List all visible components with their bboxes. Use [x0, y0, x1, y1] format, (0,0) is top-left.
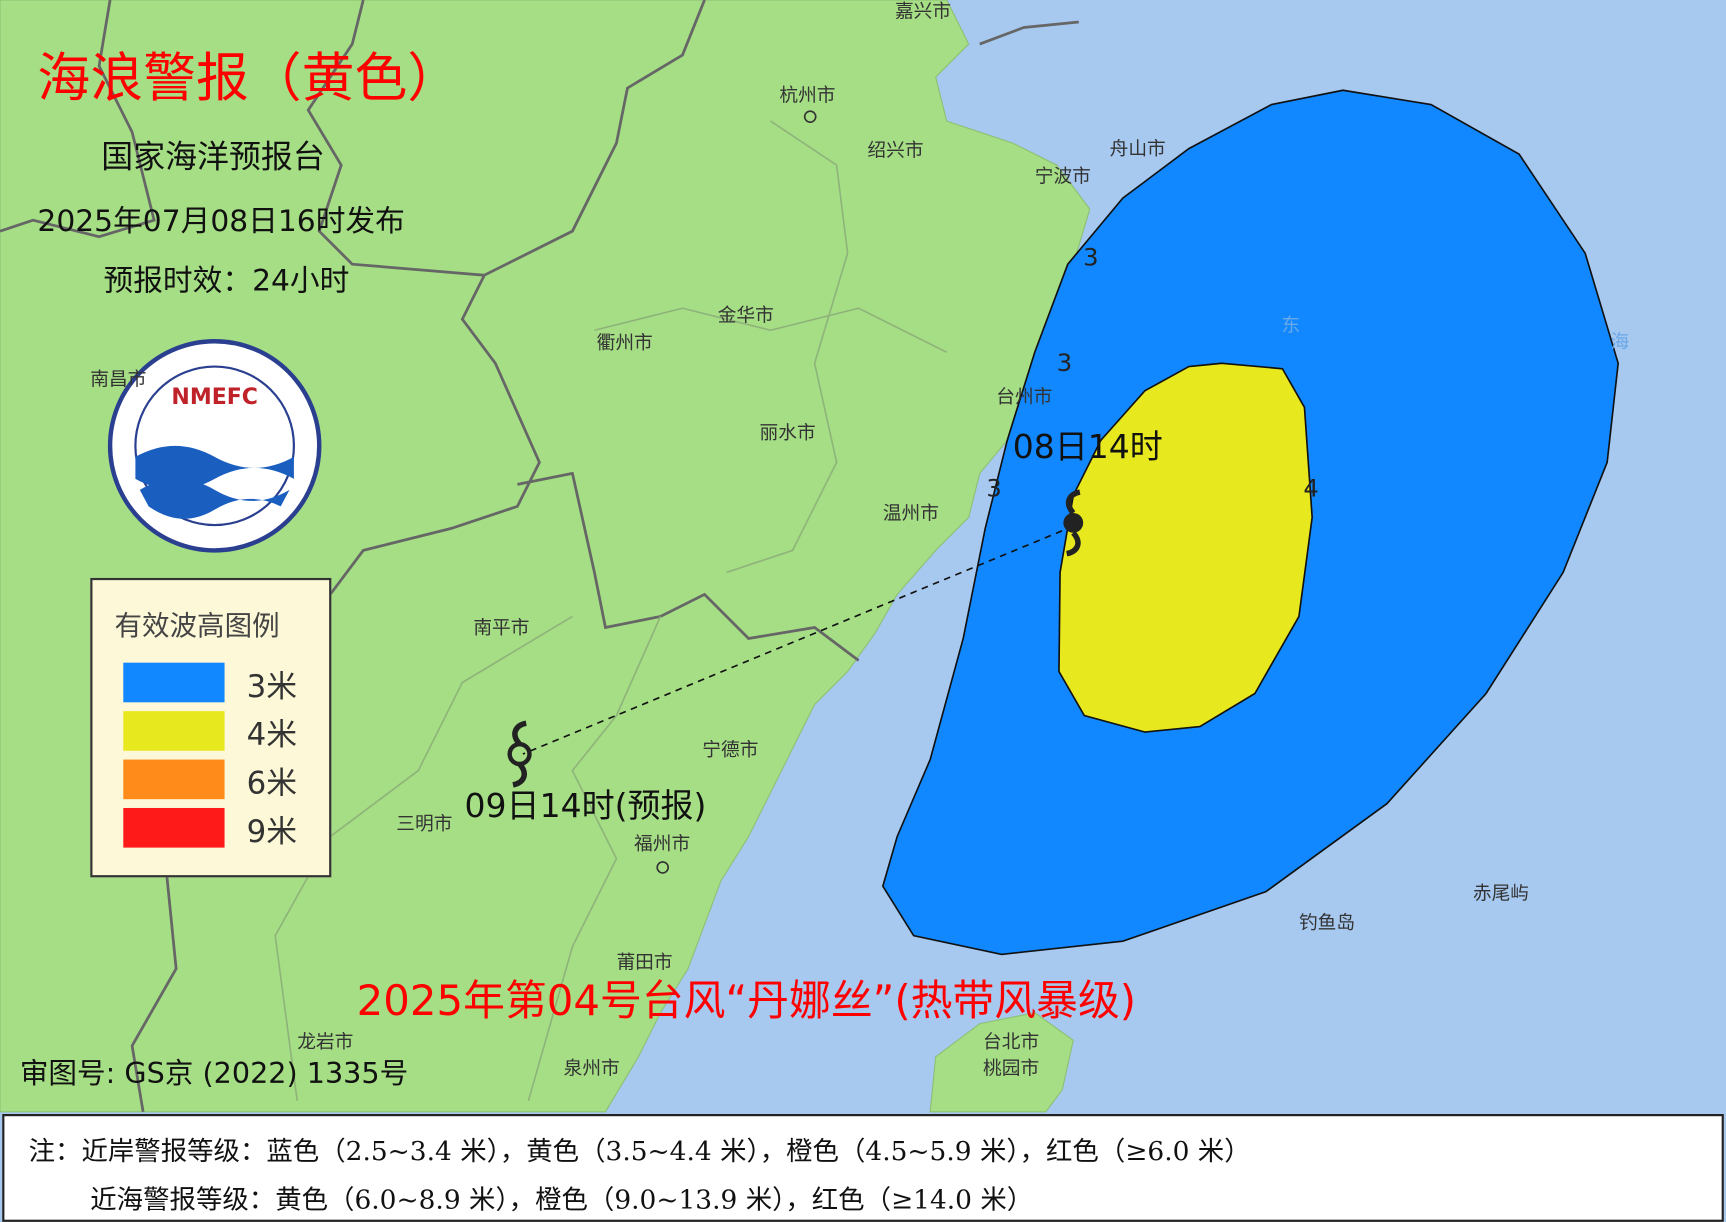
city-label: 宁德市	[702, 739, 759, 762]
typhoon-name: 2025年第04号台风“丹娜丝”(热带风暴级)	[356, 976, 1137, 1025]
city-label: 丽水市	[759, 422, 816, 445]
legend-label: 6米	[246, 765, 298, 802]
contour-label: 3	[1083, 244, 1099, 272]
city-label: 温州市	[882, 503, 939, 526]
city-label: 杭州市	[779, 84, 836, 107]
note-line-nearshore: 注：近岸警报等级：蓝色（2.5~3.4 米），黄色（3.5~4.4 米），橙色（…	[28, 1136, 1251, 1167]
city-label: 南昌市	[90, 368, 147, 391]
sea-label: 海	[1610, 331, 1630, 354]
city-label: 金华市	[717, 304, 774, 327]
contour-label: 4	[1303, 475, 1319, 504]
city-label: 桃园市	[983, 1057, 1040, 1080]
contour-label: 3	[986, 475, 1002, 504]
legend-label: 9米	[246, 813, 298, 850]
contour-label: 3	[1056, 350, 1073, 378]
nmefc-logo: NMEFC	[107, 339, 322, 553]
city-borders	[274, 120, 948, 1102]
agency: 国家海洋预报台	[101, 137, 325, 176]
city-label: 莆田市	[616, 952, 673, 975]
legend-swatch-3m	[123, 662, 225, 703]
island-label: 赤尾屿	[1472, 882, 1530, 905]
city-label: 宁波市	[1034, 166, 1091, 189]
city-label: 台州市	[996, 386, 1053, 409]
city-label: 嘉兴市	[894, 1, 952, 24]
wave-height-legend: 有效波高图例 3米 4米 6米 9米	[90, 577, 332, 878]
note-line-offshore: 近海警报等级：黄色（6.0~8.9 米），橙色（9.0~13.9 米），红色（≥…	[90, 1184, 1034, 1216]
city-label: 绍兴市	[867, 139, 924, 162]
typhoon-forecast-time: 09日14时(预报)	[464, 787, 707, 826]
legend-title: 有效波高图例	[114, 609, 280, 642]
forecast-validity: 预报时效：24小时	[103, 264, 350, 299]
typhoon-track	[522, 525, 1074, 755]
city-label: 龙岩市	[297, 1031, 354, 1054]
city-label: 台北市	[983, 1031, 1040, 1054]
legend-swatch-9m	[123, 807, 225, 848]
map-approval-number: 审图号: GS京 (2022) 1335号	[19, 1057, 409, 1091]
sea-label: 东	[1281, 314, 1301, 337]
issue-time: 2025年07月08日16时发布	[37, 204, 405, 239]
legend-swatch-6m	[123, 759, 225, 800]
warning-level-notes: 注：近岸警报等级：蓝色（2.5~3.4 米），黄色（3.5~4.4 米），橙色（…	[2, 1114, 1724, 1222]
typhoon-icon-current	[1063, 489, 1084, 557]
warning-title: 海浪警报（黄色）	[37, 47, 461, 109]
svg-text:NMEFC: NMEFC	[171, 385, 258, 410]
legend-label: 4米	[246, 716, 298, 753]
city-label: 泉州市	[563, 1057, 620, 1080]
city-label: 舟山市	[1109, 138, 1166, 161]
typhoon-current-time: 08日14时	[1012, 428, 1163, 467]
taiwan	[929, 1012, 1074, 1113]
typhoon-icon-forecast	[507, 720, 532, 788]
city-label: 福州市	[634, 833, 691, 856]
island-label: 钓鱼岛	[1298, 912, 1356, 935]
legend-swatch-4m	[123, 711, 225, 751]
legend-label: 3米	[246, 668, 298, 705]
capital-marker	[656, 861, 670, 874]
city-label: 三明市	[396, 813, 453, 836]
capital-marker	[803, 110, 817, 124]
province-borders	[0, 0, 1079, 1113]
city-label: 南平市	[473, 617, 530, 640]
city-label: 衢州市	[596, 332, 653, 355]
wave-area-4m	[1058, 362, 1313, 733]
